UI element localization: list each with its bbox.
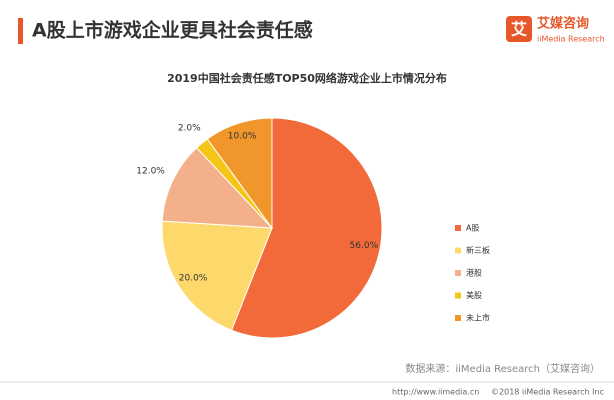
legend-swatch <box>455 292 461 299</box>
footer-url: http://www.iimedia.cn <box>392 388 479 397</box>
value-label: 56.0% <box>350 241 379 251</box>
page-title: A股上市游戏企业更具社会责任感 <box>32 19 313 42</box>
legend-swatch <box>455 315 461 321</box>
legend-swatch <box>455 270 461 276</box>
legend-label: A股 <box>466 224 479 233</box>
legend-swatch <box>455 225 461 231</box>
value-label: 20.0% <box>179 274 208 284</box>
value-label: 2.0% <box>178 123 201 133</box>
footer-copyright: ©2018 iiMedia Research Inc <box>491 388 604 397</box>
source: 数据来源：iiMedia Research（艾媒咨询） <box>405 362 600 375</box>
legend-label: 新三板 <box>466 245 490 255</box>
logo-subtext: iiMedia Research <box>537 35 605 44</box>
chart-title: 2019中国社会责任感TOP50网络游戏企业上市情况分布 <box>167 71 447 85</box>
pie-slice <box>206 117 273 230</box>
legend-label: 港股 <box>466 268 482 278</box>
pie-slice <box>161 147 274 229</box>
legend-swatch <box>455 247 461 254</box>
legend-label: 未上市 <box>466 313 490 323</box>
logo-text: 艾媒咨询 <box>537 16 589 32</box>
logo-icon <box>506 16 532 42</box>
value-label: 10.0% <box>228 131 257 141</box>
logo-icon-text: 艾 <box>511 20 527 39</box>
value-label: 12.0% <box>136 166 165 176</box>
title-bar <box>18 18 23 44</box>
pie-slice <box>161 220 273 331</box>
pie-slice <box>230 117 383 339</box>
legend-label: 美股 <box>466 290 482 300</box>
